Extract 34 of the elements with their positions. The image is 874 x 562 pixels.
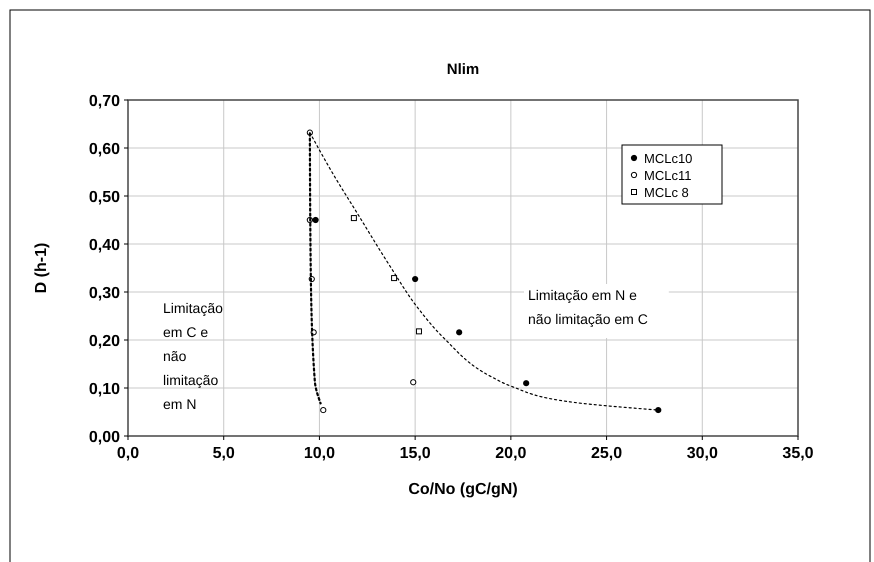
annotation: Limitação em C e não limitação em N — [163, 300, 224, 412]
legend-label: MCLc10 — [644, 151, 692, 166]
point — [412, 276, 418, 282]
y-tick-label: 0,30 — [88, 285, 120, 302]
y-tick-label: 0,40 — [88, 237, 120, 254]
x-tick-label: 35,0 — [782, 445, 814, 462]
point — [350, 215, 357, 222]
chart-title: Nlim — [446, 61, 480, 78]
point — [391, 275, 398, 282]
point — [410, 379, 416, 386]
annotation: Limitação em N e não limitação em C — [528, 287, 648, 327]
point — [312, 216, 319, 224]
legend-label: MCLc 8 — [644, 185, 689, 200]
x-tick-label: 20,0 — [495, 445, 527, 462]
y-tick-label: 0,10 — [88, 381, 120, 398]
x-tick-label: 5,0 — [212, 445, 235, 462]
y-axis-title: D (h-1) — [33, 242, 50, 294]
y-tick-label: 0,00 — [88, 429, 120, 446]
x-tick-label: 10,0 — [304, 445, 336, 462]
y-tick-label: 0,20 — [88, 333, 120, 350]
x-axis-title: Co/No (gC/gN) — [408, 481, 518, 498]
point — [416, 328, 422, 334]
y-tick-label: 0,50 — [88, 189, 120, 206]
point — [523, 380, 530, 386]
x-tick-label: 15,0 — [400, 445, 431, 462]
x-tick-label: 25,0 — [591, 445, 622, 462]
point — [456, 329, 462, 336]
y-tick-label: 0,70 — [88, 93, 120, 110]
x-tick-label: 30,0 — [686, 445, 718, 462]
point — [320, 406, 326, 414]
legend-label: MCLc11 — [644, 168, 692, 183]
point — [655, 406, 662, 414]
x-tick-label: 0,0 — [116, 445, 140, 462]
y-tick-label: 0,60 — [88, 141, 120, 158]
